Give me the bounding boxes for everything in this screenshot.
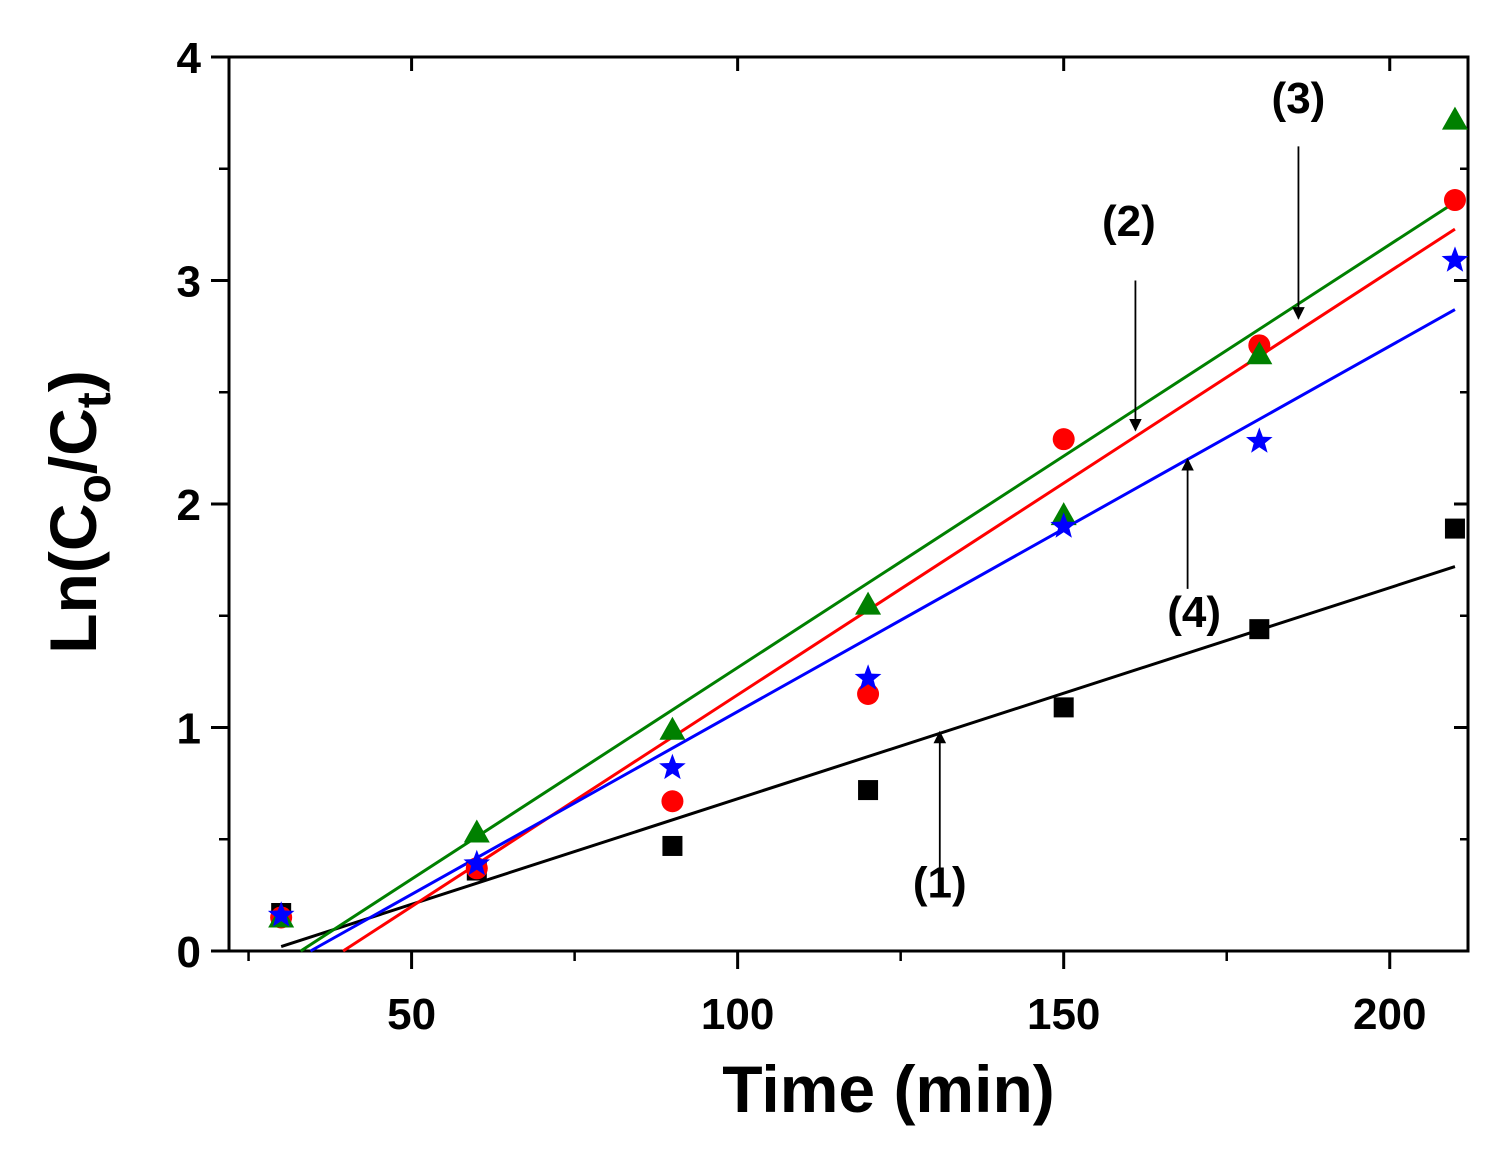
y-axis-title-sub-o: o	[68, 474, 121, 503]
data-point-square	[662, 835, 683, 856]
annotation-label: (3)	[1272, 74, 1326, 123]
data-point-square	[1053, 697, 1074, 718]
data-point-triangle	[659, 716, 686, 740]
y-axis-title-main: Ln(C	[36, 504, 110, 654]
y-tick-label: 2	[177, 481, 201, 530]
data-point-star	[854, 664, 882, 690]
y-tick-label: 0	[177, 928, 201, 977]
annotation-label: (4)	[1167, 588, 1221, 637]
y-tick-label: 1	[177, 705, 201, 754]
x-axis-title: Time (min)	[722, 1052, 1054, 1126]
plot-frame	[227, 55, 1470, 953]
data-point-star	[463, 849, 491, 876]
data-point-triangle	[463, 819, 490, 843]
x-tick-label: 50	[387, 990, 436, 1039]
annotation-label: (1)	[913, 858, 967, 907]
y-axis-title-end: )	[36, 370, 110, 392]
data-point-star	[1246, 427, 1273, 453]
annotation-label: (2)	[1102, 197, 1156, 246]
data-point-square	[1249, 619, 1270, 640]
data-point-triangle	[1441, 106, 1468, 130]
data-point-triangle	[855, 591, 882, 615]
data-point-star	[1050, 512, 1077, 538]
fit-line-star	[309, 308, 1456, 953]
data-point-circle	[1052, 428, 1075, 451]
x-tick-label: 200	[1353, 990, 1426, 1039]
y-axis-title: Ln(Co/Ct)	[36, 370, 121, 654]
data-point-star	[659, 753, 686, 780]
x-tick-label: 150	[1027, 990, 1100, 1039]
data-point-star	[267, 901, 295, 927]
data-point-square	[1444, 518, 1465, 539]
y-tick-label: 3	[177, 258, 201, 307]
data-point-circle	[661, 790, 684, 813]
y-axis-title-sub-t: t	[68, 392, 121, 408]
fit-line-square	[280, 565, 1456, 948]
fit-line-triangle	[299, 201, 1456, 953]
data-point-triangle	[1246, 341, 1273, 365]
data-point-circle	[857, 682, 880, 705]
data-point-star	[1441, 246, 1469, 272]
y-tick-label: 4	[177, 34, 202, 83]
data-point-square	[858, 780, 879, 801]
fit-line-circle	[342, 227, 1456, 953]
x-tick-label: 100	[701, 990, 774, 1039]
data-point-circle	[1443, 189, 1466, 212]
y-axis-title-mid: /C	[36, 408, 110, 474]
